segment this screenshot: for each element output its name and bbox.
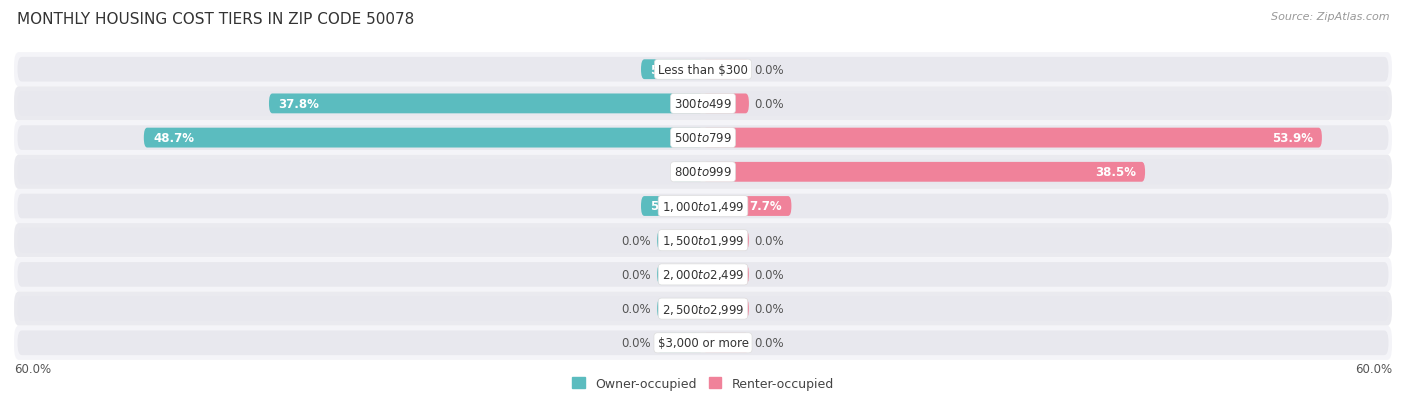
FancyBboxPatch shape — [14, 190, 1392, 223]
Text: 0.0%: 0.0% — [621, 302, 651, 316]
Text: MONTHLY HOUSING COST TIERS IN ZIP CODE 50078: MONTHLY HOUSING COST TIERS IN ZIP CODE 5… — [17, 12, 415, 27]
FancyBboxPatch shape — [657, 265, 703, 285]
FancyBboxPatch shape — [17, 194, 1389, 219]
Text: 5.4%: 5.4% — [650, 200, 683, 213]
FancyBboxPatch shape — [17, 262, 1389, 287]
FancyBboxPatch shape — [703, 265, 749, 285]
FancyBboxPatch shape — [143, 128, 703, 148]
Text: 0.0%: 0.0% — [755, 97, 785, 111]
Text: 0.0%: 0.0% — [755, 337, 785, 349]
FancyBboxPatch shape — [14, 326, 1392, 360]
Text: $3,000 or more: $3,000 or more — [658, 337, 748, 349]
Text: 0.0%: 0.0% — [755, 64, 785, 76]
Text: $1,000 to $1,499: $1,000 to $1,499 — [662, 199, 744, 214]
FancyBboxPatch shape — [14, 87, 1392, 121]
Text: Less than $300: Less than $300 — [658, 64, 748, 76]
FancyBboxPatch shape — [17, 92, 1389, 116]
FancyBboxPatch shape — [703, 60, 749, 80]
FancyBboxPatch shape — [641, 60, 703, 80]
FancyBboxPatch shape — [269, 94, 703, 114]
Text: 0.0%: 0.0% — [755, 302, 785, 316]
FancyBboxPatch shape — [703, 299, 749, 319]
FancyBboxPatch shape — [14, 292, 1392, 326]
Text: 2.7%: 2.7% — [681, 166, 714, 179]
FancyBboxPatch shape — [14, 258, 1392, 292]
FancyBboxPatch shape — [14, 53, 1392, 87]
Text: $2,500 to $2,999: $2,500 to $2,999 — [662, 302, 744, 316]
FancyBboxPatch shape — [17, 228, 1389, 253]
FancyBboxPatch shape — [657, 231, 703, 251]
Text: $800 to $999: $800 to $999 — [673, 166, 733, 179]
FancyBboxPatch shape — [14, 223, 1392, 258]
FancyBboxPatch shape — [703, 333, 749, 353]
Text: 48.7%: 48.7% — [153, 132, 194, 145]
FancyBboxPatch shape — [641, 197, 703, 216]
FancyBboxPatch shape — [703, 94, 749, 114]
Text: 0.0%: 0.0% — [755, 234, 785, 247]
FancyBboxPatch shape — [17, 331, 1389, 355]
FancyBboxPatch shape — [17, 160, 1389, 185]
FancyBboxPatch shape — [657, 333, 703, 353]
FancyBboxPatch shape — [17, 297, 1389, 321]
Text: 60.0%: 60.0% — [1355, 362, 1392, 375]
FancyBboxPatch shape — [14, 155, 1392, 190]
Text: 53.9%: 53.9% — [1271, 132, 1313, 145]
Text: $300 to $499: $300 to $499 — [673, 97, 733, 111]
FancyBboxPatch shape — [17, 58, 1389, 82]
Text: 0.0%: 0.0% — [621, 234, 651, 247]
FancyBboxPatch shape — [17, 126, 1389, 151]
Text: $1,500 to $1,999: $1,500 to $1,999 — [662, 234, 744, 248]
Text: 0.0%: 0.0% — [621, 337, 651, 349]
Text: 37.8%: 37.8% — [278, 97, 319, 111]
Text: $500 to $799: $500 to $799 — [673, 132, 733, 145]
Legend: Owner-occupied, Renter-occupied: Owner-occupied, Renter-occupied — [568, 372, 838, 395]
Text: Source: ZipAtlas.com: Source: ZipAtlas.com — [1271, 12, 1389, 22]
Text: 60.0%: 60.0% — [14, 362, 51, 375]
FancyBboxPatch shape — [14, 121, 1392, 155]
Text: 38.5%: 38.5% — [1095, 166, 1136, 179]
FancyBboxPatch shape — [657, 299, 703, 319]
FancyBboxPatch shape — [703, 128, 1322, 148]
FancyBboxPatch shape — [703, 162, 1144, 182]
Text: 5.4%: 5.4% — [650, 64, 683, 76]
Text: 0.0%: 0.0% — [621, 268, 651, 281]
Text: 0.0%: 0.0% — [755, 268, 785, 281]
FancyBboxPatch shape — [703, 231, 749, 251]
Text: $2,000 to $2,499: $2,000 to $2,499 — [662, 268, 744, 282]
FancyBboxPatch shape — [703, 197, 792, 216]
FancyBboxPatch shape — [672, 162, 703, 182]
Text: 7.7%: 7.7% — [749, 200, 782, 213]
